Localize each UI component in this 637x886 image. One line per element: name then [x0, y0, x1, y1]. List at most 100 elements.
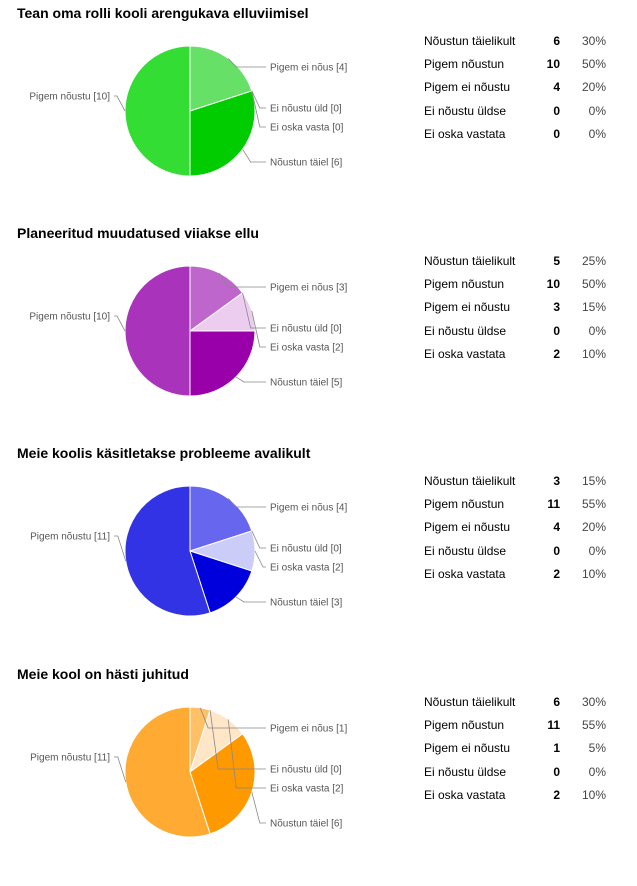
leader-line [227, 719, 266, 789]
leader-line [114, 535, 127, 562]
slice-label: Nõustun täiel [5] [270, 378, 342, 389]
leader-line [235, 596, 266, 603]
row-percent: 50% [581, 276, 606, 291]
row-count: 3 [553, 473, 560, 488]
pie-chart: Pigem ei nõus [4] Ei nõustu üld [0] Ei osk… [29, 45, 347, 177]
slice-label: Ei oska vasta [2] [270, 343, 344, 354]
slice-label: Ei nõustu üld [0] [270, 104, 342, 115]
chart-section: Planeeritud muudatused viiakse ellu Pigem… [0, 225, 637, 440]
row-percent: 0% [588, 323, 606, 338]
table-row: Nõustun täielikult 6 30% [424, 29, 606, 52]
row-label: Ei oska vastata [424, 566, 506, 581]
row-count: 2 [553, 566, 560, 581]
table-row: Ei nõustu üldse 0 0% [424, 539, 606, 562]
leader-line [251, 791, 266, 824]
chart-title: Planeeritud muudatused viiakse ellu [17, 225, 259, 241]
row-percent: 55% [581, 496, 606, 511]
table-row: Pigem nõustun 11 55% [424, 713, 606, 736]
row-label: Ei nõustu üldse [424, 103, 507, 118]
row-count: 6 [553, 694, 560, 709]
leader-line [199, 707, 266, 729]
table-row: Ei oska vastata 2 10% [424, 783, 606, 806]
leader-line [114, 95, 126, 112]
leader-line [114, 315, 126, 332]
table-row: Nõustun täielikult 5 25% [424, 249, 606, 272]
chart-section: Meie kool on hästi juhitud Pigem ei nõus … [0, 666, 637, 881]
leader-line [254, 550, 266, 568]
row-label: Pigem ei nõustu [424, 80, 511, 95]
table-row: Ei oska vastata 2 10% [424, 562, 606, 585]
leader-line [251, 530, 266, 549]
table-row: Pigem ei nõustu 1 5% [424, 737, 606, 760]
row-percent: 25% [581, 253, 606, 268]
row-percent: 0% [588, 543, 606, 558]
leader-line [235, 376, 266, 383]
pie-slice [124, 485, 211, 617]
chart-title: Tean oma rolli kooli arengukava elluviim… [17, 5, 309, 21]
row-percent: 30% [581, 694, 606, 709]
table-row: Pigem nõustun 11 55% [424, 492, 606, 515]
row-count: 2 [553, 346, 560, 361]
slice-label: Ei nõustu üld [0] [270, 544, 342, 555]
slice-label: Nõustun täiel [6] [270, 819, 342, 830]
slice-label: Pigem ei nõus [3] [270, 283, 347, 294]
row-count: 0 [553, 543, 560, 558]
row-label: Pigem nõustun [424, 56, 505, 71]
row-percent: 10% [581, 787, 606, 802]
pie-chart: Pigem ei nõus [3] Ei nõustu üld [0] Ei osk… [29, 265, 347, 397]
row-percent: 20% [581, 80, 606, 95]
row-count: 2 [553, 787, 560, 802]
pie-slice [124, 265, 191, 397]
row-label: Pigem nõustun [424, 496, 505, 511]
row-percent: 20% [581, 520, 606, 535]
row-percent: 30% [581, 33, 606, 48]
stats-table: Nõustun täielikult 3 15% Pigem nõustun 11 55%… [424, 469, 606, 585]
pie-slice [189, 330, 256, 397]
slice-label: Pigem nõustu [10] [29, 92, 110, 103]
row-label: Pigem nõustun [424, 717, 505, 732]
chart-section: Meie koolis käsitletakse probleeme avali… [0, 445, 637, 660]
chart-title: Meie koolis käsitletakse probleeme avali… [17, 445, 311, 461]
pie-slice [124, 706, 211, 838]
slice-label: Pigem ei nõus [4] [270, 503, 347, 514]
row-percent: 10% [581, 346, 606, 361]
row-label: Pigem nõustun [424, 276, 505, 291]
row-count: 10 [546, 56, 560, 71]
row-count: 0 [553, 126, 560, 141]
row-percent: 15% [581, 473, 606, 488]
table-row: Ei oska vastata 0 0% [424, 122, 606, 145]
row-percent: 0% [588, 764, 606, 779]
row-percent: 50% [581, 56, 606, 71]
leader-line [227, 498, 266, 508]
row-count: 11 [547, 496, 560, 511]
table-row: Ei nõustu üldse 0 0% [424, 99, 606, 122]
row-count: 5 [553, 253, 560, 268]
slice-label: Pigem nõustu [10] [29, 312, 110, 323]
row-label: Pigem ei nõustu [424, 300, 511, 315]
table-row: Nõustun täielikult 6 30% [424, 690, 606, 713]
row-count: 4 [553, 520, 560, 535]
leader-line [242, 148, 266, 163]
leader-line [242, 292, 266, 329]
pie-slice [189, 733, 256, 835]
slice-label: Pigem ei nõus [4] [270, 63, 347, 74]
table-row: Nõustun täielikult 3 15% [424, 469, 606, 492]
table-row: Pigem nõustun 10 50% [424, 272, 606, 295]
row-count: 0 [553, 103, 560, 118]
leader-line [251, 90, 266, 109]
table-row: Pigem nõustun 10 50% [424, 52, 606, 75]
row-count: 0 [553, 764, 560, 779]
table-row: Ei nõustu üldse 0 0% [424, 760, 606, 783]
leader-line [114, 756, 127, 783]
row-label: Ei nõustu üldse [424, 543, 507, 558]
pie-chart: Pigem ei nõus [4] Ei nõustu üld [0] Ei osk… [30, 485, 347, 617]
row-label: Ei oska vastata [424, 126, 506, 141]
row-count: 6 [553, 33, 560, 48]
leader-line [227, 58, 266, 68]
row-percent: 0% [588, 126, 606, 141]
row-percent: 55% [581, 717, 606, 732]
row-label: Nõustun täielikult [424, 33, 516, 48]
row-label: Ei nõustu üldse [424, 764, 507, 779]
slice-label: Ei oska vasta [0] [270, 123, 344, 134]
row-percent: 10% [581, 566, 606, 581]
